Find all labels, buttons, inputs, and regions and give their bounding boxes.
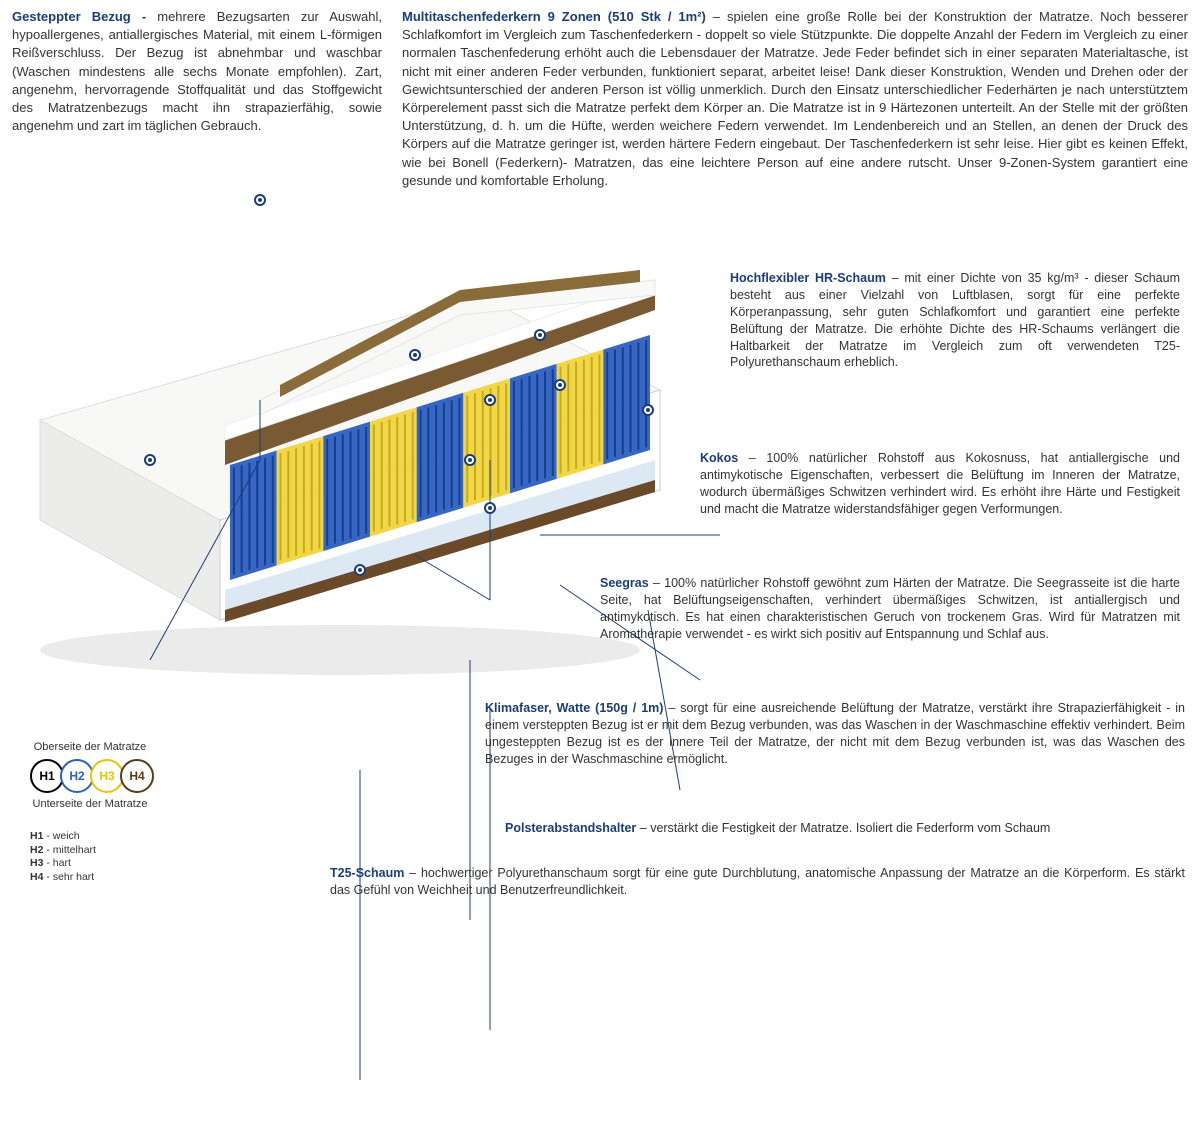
callout-marker [464, 454, 476, 466]
seegras-body: – 100% natürlicher Rohstoff gewöhnt zum … [600, 576, 1180, 641]
t25-body: – hochwertiger Polyurethanschaum sorgt f… [330, 866, 1185, 897]
legend-circle: H1 [30, 759, 64, 793]
t25-callout: T25-Schaum – hochwertiger Polyurethansch… [330, 865, 1185, 899]
kokos-body: – 100% natürlicher Rohstoff aus Kokosnus… [700, 451, 1180, 516]
klimafaser-callout: Klimafaser, Watte (150g / 1m) – sorgt fü… [485, 700, 1185, 768]
callout-marker [354, 564, 366, 576]
legend-circles-row: H1H2H3H4 [30, 759, 150, 793]
polster-body: – verstärkt die Festigkeit der Matratze.… [636, 821, 1050, 835]
kokos-title: Kokos [700, 451, 738, 465]
legend-circle: H2 [60, 759, 94, 793]
hardness-row: H1 - weich [30, 830, 96, 844]
callout-marker [484, 502, 496, 514]
spring-description: Multitaschenfederkern 9 Zonen (510 Stk /… [402, 8, 1188, 190]
hardness-row: H4 - sehr hart [30, 871, 96, 885]
polster-title: Polsterabstandshalter [505, 821, 636, 835]
hardness-list: H1 - weichH2 - mittelhartH3 - hartH4 - s… [30, 830, 96, 966]
hr-foam-callout: Hochflexibler HR-Schaum – mit einer Dich… [730, 270, 1180, 371]
seegras-title: Seegras [600, 576, 649, 590]
top-text-columns: Gesteppter Bezug - mehrere Bezugsarten z… [0, 0, 1200, 190]
spring-body: – spielen eine große Rolle bei der Konst… [402, 9, 1188, 188]
seegras-callout: Seegras – 100% natürlicher Rohstoff gewö… [600, 575, 1180, 643]
hr-foam-title: Hochflexibler HR-Schaum [730, 271, 886, 285]
cover-title: Gesteppter Bezug - [12, 9, 146, 24]
callout-marker [534, 329, 546, 341]
callout-marker [642, 404, 654, 416]
legend-circle: H3 [90, 759, 124, 793]
legend-circle: H4 [120, 759, 154, 793]
cover-description: Gesteppter Bezug - mehrere Bezugsarten z… [12, 8, 382, 190]
polster-callout: Polsterabstandshalter – verstärkt die Fe… [505, 820, 1185, 837]
kokos-callout: Kokos – 100% natürlicher Rohstoff aus Ko… [700, 450, 1180, 518]
cover-body: mehrere Bezugsarten zur Auswahl, hypoall… [12, 9, 382, 133]
hardness-row: H3 - hart [30, 857, 96, 871]
callout-marker [409, 349, 421, 361]
legend-top-label: Oberseite der Matratze [30, 740, 150, 755]
callout-marker [254, 194, 266, 206]
hr-foam-body: – mit einer Dichte von 35 kg/m³ - dieser… [730, 271, 1180, 369]
legend-bottom-label: Unterseite der Matratze [30, 797, 150, 812]
hardness-row: H2 - mittelhart [30, 844, 96, 858]
callout-marker [144, 454, 156, 466]
callout-marker [484, 394, 496, 406]
mattress-cutaway-icon [20, 240, 680, 680]
klimafaser-title: Klimafaser, Watte (150g / 1m) [485, 701, 663, 715]
callout-marker [554, 379, 566, 391]
t25-title: T25-Schaum [330, 866, 404, 880]
spring-title: Multitaschenfederkern 9 Zonen (510 Stk /… [402, 9, 706, 24]
